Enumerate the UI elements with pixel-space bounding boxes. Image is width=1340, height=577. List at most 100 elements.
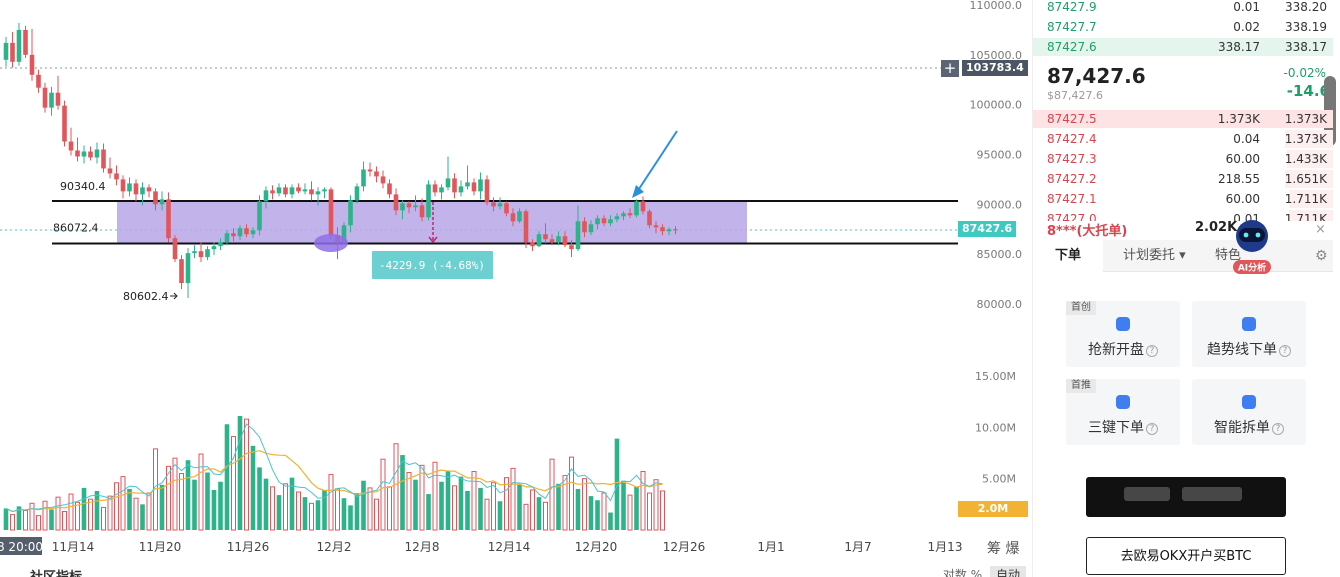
candle (653, 225, 659, 228)
volume-bar (309, 502, 314, 531)
tab-featured[interactable]: 特色 (1215, 248, 1242, 263)
candle (517, 211, 522, 222)
orderbook-bid-row[interactable]: 87427.5 1.373K 1.373K (1033, 109, 1333, 129)
volume-bar (88, 498, 93, 531)
orderbook-bid-row[interactable]: 87427.2 218.55 1.651K (1033, 169, 1333, 189)
price-chart[interactable]: 90340.4 86072.4 80602.4 -4229.9 (-4.68%) 11… (0, 0, 1032, 577)
candle (582, 221, 587, 233)
card-label: 智能拆单 (1214, 420, 1270, 436)
candle (673, 229, 678, 231)
big-order-row[interactable]: 8***(大托单) 2.02K (1033, 220, 1333, 240)
candle (374, 171, 379, 177)
card-label: 三键下单 (1088, 420, 1144, 436)
volume-bar (218, 481, 223, 530)
price-axis-label: 100000.0 (970, 99, 1023, 112)
open-okx-account-button[interactable]: 去欧易OKX开户买BTC (1086, 537, 1286, 575)
candle (452, 178, 457, 193)
candle (159, 199, 165, 205)
orderbook-ask-row[interactable]: 87427.9 0.01 338.20 (1033, 0, 1333, 17)
help-icon[interactable]: ? (1272, 423, 1284, 435)
close-icon[interactable]: × (1315, 222, 1326, 237)
date-axis-label: 1月13 (928, 540, 963, 554)
candle (107, 168, 113, 174)
card-trendline-order[interactable]: 趋势线下单? (1192, 301, 1306, 367)
candle (556, 236, 561, 243)
order-price: 87427.1 (1047, 192, 1097, 206)
candle (224, 233, 230, 243)
candle (575, 221, 581, 250)
candle (185, 253, 191, 284)
help-icon[interactable]: ? (1146, 345, 1158, 357)
promo-banner[interactable] (1086, 477, 1286, 517)
price-axis-label: 85000.0 (977, 248, 1023, 261)
help-icon[interactable]: ? (1279, 345, 1291, 357)
candle (328, 189, 334, 236)
auto-scale-toggle[interactable]: 自动 (989, 566, 1026, 577)
add-alert-icon[interactable]: + (941, 60, 959, 77)
orderbook-bid-row[interactable]: 87427.0 0.01 1.711K (1033, 209, 1333, 221)
highlight-ellipse (314, 234, 348, 252)
candle (244, 228, 249, 235)
volume-bar (380, 458, 386, 531)
volume-bar (302, 497, 308, 530)
order-qty: 0.04 (1233, 132, 1260, 146)
candle (55, 92, 61, 106)
orderbook-bid-row[interactable]: 87427.3 60.00 1.433K (1033, 149, 1333, 169)
chart-bottom-bar: 社区指标 对数 % 自动 (0, 560, 1032, 577)
candle (237, 228, 243, 237)
orderbook-bid-row[interactable]: 87427.4 0.04 1.373K (1033, 129, 1333, 149)
help-icon[interactable]: ? (1146, 423, 1158, 435)
candle (146, 187, 152, 192)
volume-bar (263, 478, 269, 530)
volume-bar (640, 470, 646, 531)
order-total: 1.373K (1284, 112, 1327, 126)
date-axis-label: 11月20 (139, 540, 182, 554)
log-scale-toggle[interactable]: 对数 (942, 568, 967, 577)
volume-bar (81, 487, 87, 530)
order-qty: 0.02 (1233, 20, 1260, 34)
volume-bar (270, 486, 275, 531)
volume-bar (400, 455, 405, 530)
candle (361, 169, 366, 187)
annotation-arrow-icon (636, 130, 678, 193)
volume-bar (510, 467, 516, 531)
chart-canvas[interactable]: 90340.4 86072.4 80602.4 -4229.9 (-4.68%) 11… (0, 0, 1032, 577)
volume-tag: 2.0M (958, 501, 1028, 517)
card-three-key-order[interactable]: 首推 三键下单? (1066, 379, 1180, 445)
volume-bar (601, 492, 607, 531)
orderbook-bid-row[interactable]: 87427.1 60.00 1.711K (1033, 189, 1333, 209)
volume-bar (55, 496, 61, 531)
volume-bar (211, 489, 217, 530)
ai-analysis-button[interactable]: AI分析 (1229, 218, 1275, 276)
card-tag: 首推 (1066, 379, 1096, 393)
card-smart-split[interactable]: 智能拆单? (1192, 379, 1306, 445)
volume-bar (374, 498, 379, 531)
volume-bar (146, 492, 152, 531)
order-price: 87427.3 (1047, 152, 1097, 166)
candle (445, 178, 451, 188)
volume-bar (439, 481, 444, 530)
candle (530, 242, 535, 247)
order-tabs: 下单 计划委托 ▾ 特色 ⚙ (1033, 240, 1333, 272)
volume-bar (413, 479, 418, 530)
volume-bar (419, 464, 425, 531)
orderbook-ask-row[interactable]: 87427.7 0.02 338.19 (1033, 17, 1333, 37)
order-qty: 218.55 (1218, 172, 1260, 186)
tab-place-order[interactable]: 下单 (1033, 240, 1104, 272)
tab-plan-order[interactable]: 计划委托 ▾ (1123, 248, 1186, 263)
community-indicators-tab[interactable]: 社区指标 (30, 566, 82, 577)
candle (179, 259, 184, 284)
chart-side-tools[interactable]: 筹 爆 (987, 541, 1020, 557)
volume-bar (387, 486, 392, 531)
date-axis-label: 12月14 (488, 540, 531, 554)
percent-scale-toggle[interactable]: % (970, 568, 983, 577)
card-new-listing[interactable]: 首创 抢新开盘? (1066, 301, 1180, 367)
volume-bar (497, 501, 503, 530)
candle (218, 242, 223, 247)
settings-icon[interactable]: ⚙ (1315, 248, 1328, 264)
split-icon (1242, 395, 1256, 409)
candle (16, 29, 22, 62)
candle (81, 151, 87, 157)
orderbook-ask-row[interactable]: 87427.6 338.17 338.17 (1033, 37, 1333, 57)
candle (296, 187, 301, 192)
